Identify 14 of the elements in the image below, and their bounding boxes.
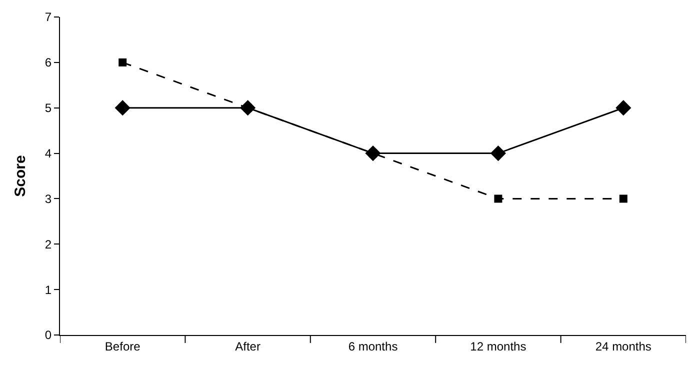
x-tick-label: 12 months	[470, 339, 526, 354]
x-tick-label: 24 months	[595, 339, 652, 354]
x-tick-label: Before	[104, 339, 141, 354]
y-tick-label: 2	[44, 237, 52, 252]
y-axis-title: Score	[12, 155, 30, 197]
x-tick-label: 6 months	[348, 339, 398, 354]
y-tick-label: 0	[44, 328, 52, 342]
y-tick-label: 7	[44, 10, 52, 24]
y-tick-label: 4	[44, 146, 52, 160]
y-tick-label: 6	[44, 56, 52, 70]
y-tick-label: 5	[44, 101, 52, 116]
x-tick-label: After	[235, 339, 260, 354]
y-tick-label: 3	[44, 192, 52, 206]
y-tick-label: 1	[44, 282, 52, 297]
